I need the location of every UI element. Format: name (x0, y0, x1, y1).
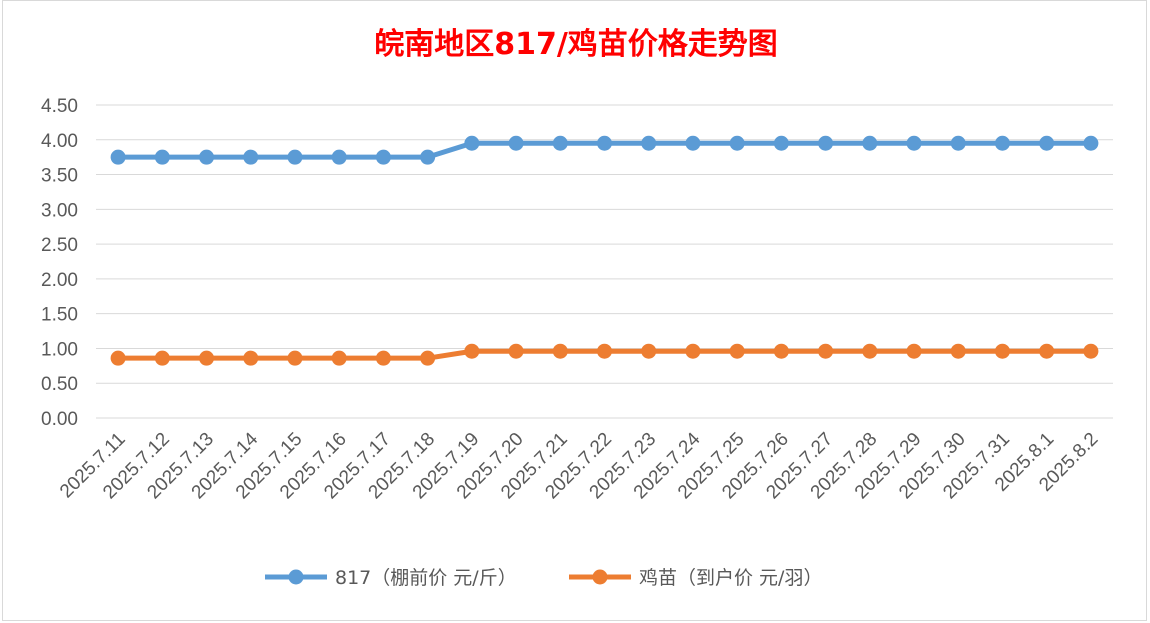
chart-title: 皖南地区817/鸡苗价格走势图 (374, 27, 778, 62)
legend-item: 鸡苗（到户价 元/羽） (569, 567, 822, 589)
data-point (420, 350, 436, 366)
data-point (154, 149, 170, 165)
data-point (331, 350, 347, 366)
data-point (375, 149, 391, 165)
series-2 (110, 343, 1099, 366)
data-point (994, 343, 1010, 359)
data-point (597, 343, 612, 359)
series-1 (110, 135, 1099, 165)
data-point (464, 135, 480, 151)
legend-label: 817（棚前价 元/斤） (335, 567, 517, 589)
y-tick-label: 4.00 (41, 131, 78, 152)
data-point (552, 343, 568, 359)
data-point (420, 149, 436, 165)
data-point (641, 343, 657, 359)
data-point (464, 343, 480, 359)
legend-label: 鸡苗（到户价 元/羽） (639, 567, 822, 589)
data-point (243, 149, 259, 165)
data-point (685, 135, 701, 151)
data-point (287, 149, 303, 165)
data-point (552, 135, 568, 151)
data-point (950, 343, 966, 359)
y-tick-label: 3.50 (41, 166, 78, 187)
data-point (1083, 135, 1099, 151)
data-point (862, 135, 878, 151)
data-point (508, 343, 524, 359)
y-tick-label: 0.00 (41, 409, 78, 430)
data-point (773, 343, 789, 359)
y-tick-label: 0.50 (41, 374, 78, 395)
data-point (243, 350, 259, 366)
data-point (597, 135, 612, 151)
y-tick-label: 2.50 (41, 235, 78, 256)
y-tick-label: 3.00 (41, 200, 78, 221)
data-point (994, 135, 1010, 151)
legend-marker (592, 569, 608, 585)
data-point (199, 149, 215, 165)
legend-marker (288, 569, 304, 585)
y-tick-label: 2.00 (41, 270, 78, 291)
legend-item: 817（棚前价 元/斤） (265, 567, 517, 589)
data-point (331, 149, 347, 165)
data-point (906, 135, 922, 151)
data-point (906, 343, 922, 359)
data-point (773, 135, 789, 151)
data-point (862, 343, 878, 359)
y-axis-ticks: 0.00 0.50 1.00 1.50 2.00 2.50 3.00 3.50 4.00 4.50 (41, 96, 78, 430)
data-point (1083, 343, 1099, 359)
data-point (199, 350, 215, 366)
y-tick-label: 4.50 (41, 96, 78, 117)
data-point (110, 350, 126, 366)
data-point (950, 135, 966, 151)
data-point (1039, 135, 1055, 151)
data-point (508, 135, 524, 151)
y-tick-label: 1.50 (41, 305, 78, 326)
data-point (818, 343, 834, 359)
data-point (110, 149, 126, 165)
data-point (818, 135, 834, 151)
data-point (729, 343, 745, 359)
y-tick-label: 1.00 (41, 339, 78, 360)
data-point (154, 350, 170, 366)
legend: 817（棚前价 元/斤） 鸡苗（到户价 元/羽） (265, 567, 822, 589)
data-point (685, 343, 701, 359)
data-point (375, 350, 391, 366)
data-point (1039, 343, 1055, 359)
data-point (729, 135, 745, 151)
data-point (641, 135, 657, 151)
data-point (287, 350, 303, 366)
series-layer (110, 135, 1099, 366)
